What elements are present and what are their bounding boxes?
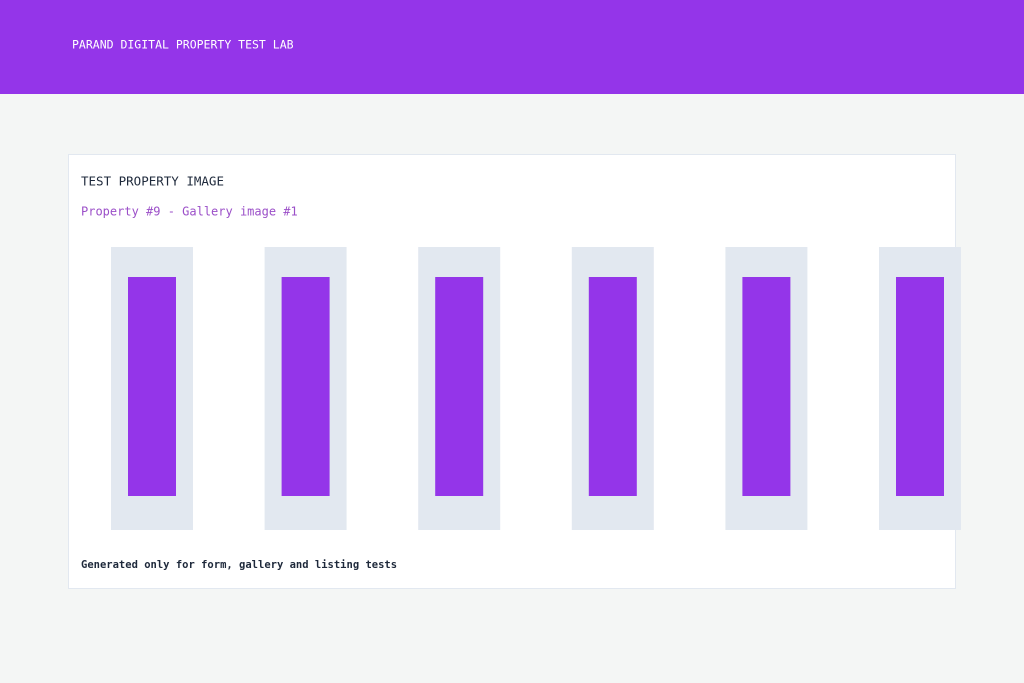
card-footer: Generated only for form, gallery and lis… [81,559,397,571]
gallery-bar [896,277,944,496]
card-subtitle: Property #9 - Gallery image #1 [81,205,298,219]
header-title: PARAND DIGITAL PROPERTY TEST LAB [72,38,294,52]
card-title: TEST PROPERTY IMAGE [81,174,224,189]
card [68,154,956,589]
gallery-bar [281,277,330,496]
gallery-bar [588,277,637,496]
gallery-bar [742,277,791,496]
gallery-bar [435,277,484,496]
header-bar [0,0,1024,94]
gallery-bar [128,277,176,496]
gallery [111,247,961,530]
